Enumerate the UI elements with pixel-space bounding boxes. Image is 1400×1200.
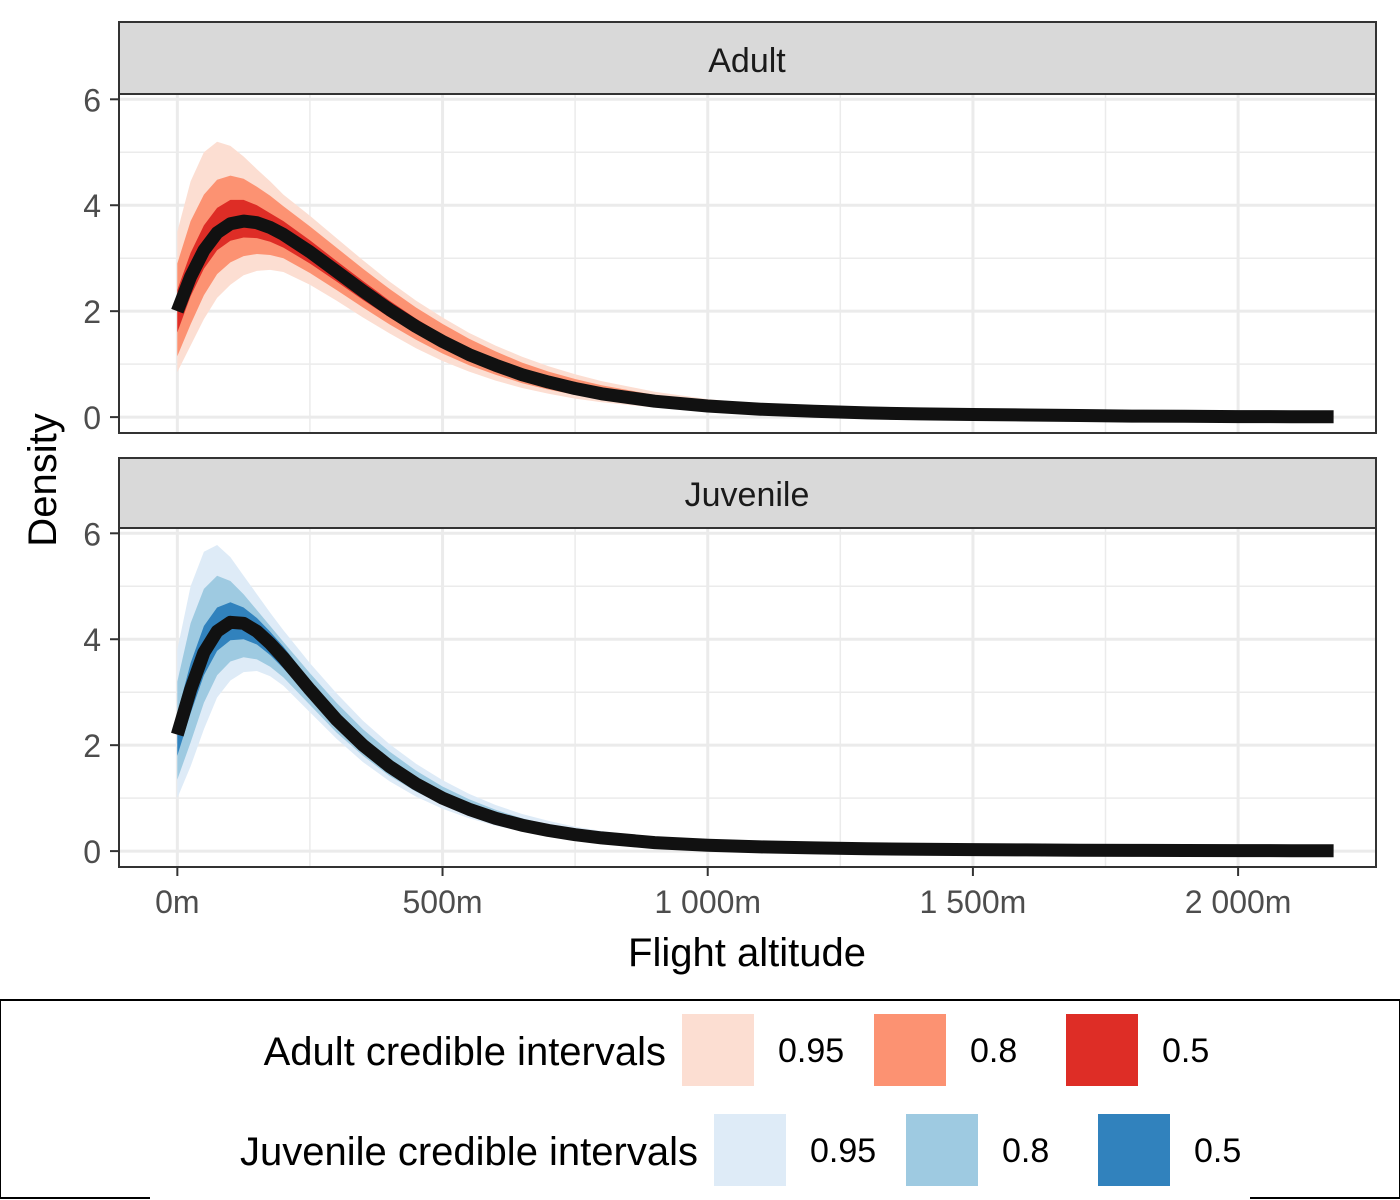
x-tick-label: 1 500m	[920, 884, 1027, 920]
y-tick-label: 6	[83, 82, 101, 118]
y-axis-juvenile: 0 2 4 6	[83, 516, 119, 870]
median-line-juvenile	[171, 615, 1334, 858]
y-tick-label: 4	[83, 188, 101, 224]
legend-title-adult: Adult credible intervals	[264, 1030, 666, 1074]
facet-strip-juvenile	[118, 457, 1377, 529]
legend-item-label: 0.95	[810, 1132, 876, 1170]
legend-key	[1098, 1114, 1170, 1186]
y-tick-label: 0	[83, 834, 101, 870]
legend-item-label: 0.5	[1162, 1032, 1209, 1070]
x-tick-label: 0m	[155, 884, 199, 920]
legend: Adult credible intervals 0.95 0.8 0.5 Juve…	[0, 999, 1400, 1199]
facet-title-juvenile: Juvenile	[685, 476, 810, 514]
legend-frame	[0, 999, 1400, 1199]
y-tick-label: 0	[83, 400, 101, 436]
legend-key	[682, 1014, 754, 1086]
x-axis-title: Flight altitude	[628, 931, 866, 975]
legend-item-label: 0.8	[970, 1032, 1017, 1070]
x-tick-label: 500m	[403, 884, 483, 920]
legend-key	[714, 1114, 786, 1186]
y-tick-label: 4	[83, 622, 101, 658]
panel-adult: Adult 0 2 4 6	[83, 21, 1377, 436]
median-curve	[171, 214, 1334, 424]
legend-title-juvenile: Juvenile credible intervals	[240, 1130, 698, 1174]
y-tick-label: 2	[83, 728, 101, 764]
x-tick-label: 1 000m	[654, 884, 761, 920]
median-curve	[171, 615, 1334, 858]
panel-border-juvenile	[118, 527, 1377, 868]
legend-group-juvenile: Juvenile credible intervals 0.95 0.8 0.5	[240, 1114, 1241, 1186]
y-tick-label: 2	[83, 294, 101, 330]
x-axis: 0m 500m 1 000m 1 500m 2 000m	[155, 867, 1291, 920]
y-axis-title: Density	[21, 413, 65, 546]
facet-title-adult: Adult	[708, 42, 786, 80]
median-line-adult	[171, 214, 1334, 424]
legend-key	[1066, 1014, 1138, 1086]
legend-item-label: 0.5	[1194, 1132, 1241, 1170]
y-tick-label: 6	[83, 516, 101, 552]
facet-strip-adult	[118, 21, 1377, 95]
legend-key	[874, 1014, 946, 1086]
x-tick-label: 2 000m	[1185, 884, 1292, 920]
legend-group-adult: Adult credible intervals 0.95 0.8 0.5	[264, 1014, 1209, 1086]
panel-border-adult	[118, 93, 1377, 434]
legend-item-label: 0.95	[778, 1032, 844, 1070]
panel-juvenile: Juvenile 0 2 4 6	[83, 457, 1377, 870]
legend-item-label: 0.8	[1002, 1132, 1049, 1170]
y-axis-adult: 0 2 4 6	[83, 82, 119, 436]
legend-key	[906, 1114, 978, 1186]
